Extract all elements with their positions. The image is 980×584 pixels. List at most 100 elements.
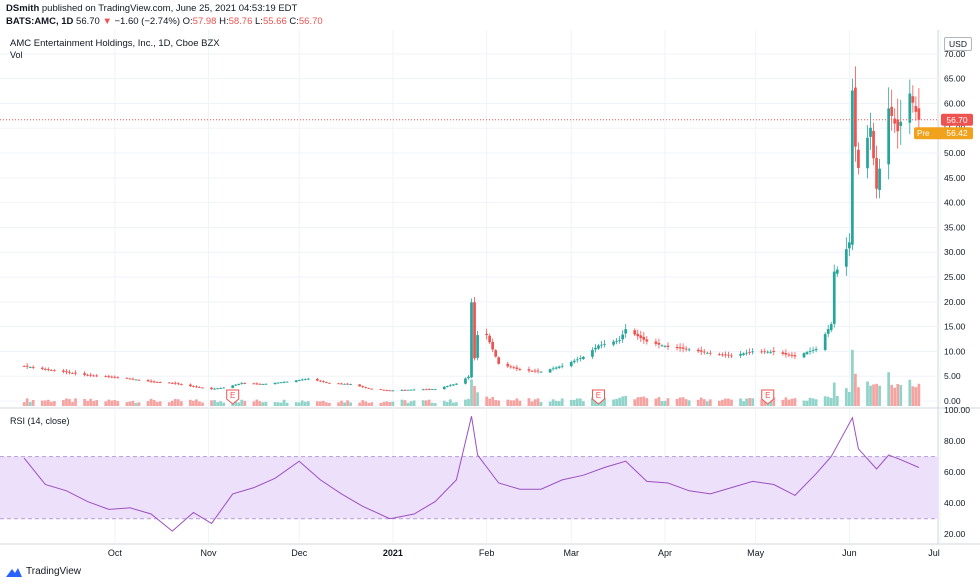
candle-body [409,389,413,391]
candle-body [319,380,322,382]
candle-body [46,369,50,370]
candle-body [727,354,730,356]
candle-body [857,149,860,168]
volume-bar [621,396,625,406]
candle-body [83,373,86,375]
candle-body [53,370,56,372]
candle-body [421,389,425,391]
candle-body [303,379,307,380]
last-price-tag [941,113,973,126]
chart-area[interactable]: 0.00 5.00 10.00 15.00 20.00 25.00 30.00 35.00 40… [0,30,980,564]
candle-body [237,383,241,385]
candle-body [660,345,664,347]
volume-bar [176,399,180,406]
volume-bar [872,384,875,406]
candle-body [261,384,265,385]
volume-bar [527,398,531,406]
volume-bar [869,385,872,406]
candle-body [31,367,35,368]
volume-bar [917,383,921,406]
volume-bar [476,392,479,406]
candle-body [107,376,111,378]
volume-bar [104,401,108,406]
volume-bar [40,400,44,406]
candle-body [243,383,247,384]
candlesticks [22,66,921,392]
candle-body [678,347,682,349]
price-tick-label: 65.00 [944,74,966,84]
candle-body [279,382,283,384]
volume-bar [237,402,241,406]
candle-body [234,384,238,386]
rsi-legend[interactable]: RSI (14, close) [10,416,70,426]
volume-bar [146,401,150,406]
volume-bar [421,400,425,406]
volume-bar [467,398,470,406]
volume-bar [696,399,700,406]
volume-bar [772,397,776,406]
volume-bar [702,399,706,406]
rsi-tick-label: 80.00 [944,436,966,446]
volume-bar [721,399,724,406]
candle-body [639,335,643,338]
candle-body [470,302,473,378]
candle-body [116,377,120,379]
candle-body [615,340,618,342]
main-legend-title[interactable]: AMC Entertainment Holdings, Inc., 1D, Cb… [10,38,220,49]
candle-body [748,352,751,353]
volume-bar [551,399,555,406]
volume-bar [198,401,201,406]
symbol-label[interactable]: BATS:AMC, 1D [6,16,74,27]
volume-bar [835,396,839,406]
candle-body [219,388,222,389]
candle-body [890,106,894,117]
candle-body [554,367,558,369]
candle-body [578,358,582,359]
volume-bar [424,400,428,406]
volume-bar [572,399,576,406]
candle-body [367,388,371,389]
publisher-name[interactable]: DSmith [6,3,40,14]
candle-body [666,345,670,347]
volume-bar [173,398,177,406]
currency-badge[interactable]: USD [944,37,972,51]
volume-bar [379,402,383,406]
volume-bar [213,400,216,406]
volume-bar [769,399,773,406]
candle-body [433,389,437,390]
candle-body [285,381,289,383]
volume-bar [297,402,301,406]
candle-body [491,341,495,350]
volume-bar [210,400,213,406]
volume-bar [134,402,138,406]
time-tick-label: Oct [108,548,123,558]
earnings-marker-label: E [596,391,601,400]
volume-bar [53,401,56,406]
volume-bar [805,400,809,406]
candle-body [805,352,809,355]
candle-body [536,370,540,372]
candle-body [92,375,96,377]
candle-body [854,87,857,147]
volume-bar [787,399,791,406]
candle-body [557,366,561,368]
candle-body [231,385,235,388]
volume-bar [705,401,709,406]
volume-legend[interactable]: Vol [10,50,23,60]
brand-name: TradingView [26,566,82,577]
candle-body [675,346,679,349]
footer-brand[interactable]: TradingView [6,566,81,577]
candle-body [167,382,171,384]
close-label: C: [289,16,299,27]
volume-bar [319,401,322,406]
candle-body [255,383,259,385]
volume-bar [497,400,501,406]
volume-bar [887,372,891,406]
candle-body [346,383,349,385]
candle-body [742,353,745,355]
earnings-marker-icon [226,389,240,405]
volume-bar [448,399,452,406]
volume-bar [530,401,534,406]
volume-bar [578,398,582,406]
volume-bar [92,400,96,406]
